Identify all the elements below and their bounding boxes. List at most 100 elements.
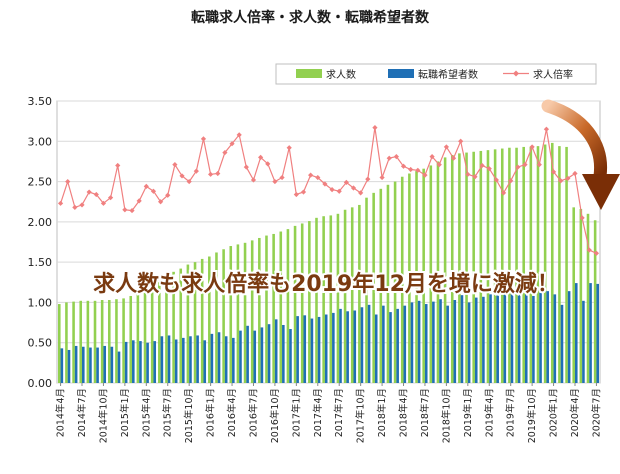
bar-job-openings [565,146,568,383]
bar-job-openings [465,152,468,383]
ratio-point [300,189,307,195]
ratio-point [57,200,64,206]
ratio-point [372,124,378,131]
x-tick-label: 2016年1月 [205,388,217,437]
ratio-point [365,176,371,182]
ratio-point [472,174,478,180]
bar-job-seekers [510,291,514,383]
bar-job-openings [372,192,375,383]
ratio-point [179,173,185,179]
ratio-point [258,154,264,160]
x-tick-label: 2019年1月 [462,388,474,437]
ratio-point [458,138,464,144]
bar-job-openings [158,282,161,383]
y-tick-label: 2.50 [28,176,53,189]
bar-job-seekers [203,340,207,383]
ratio-point [93,191,99,198]
ratio-point [122,207,128,213]
bar-job-openings [65,302,68,383]
bar-job-seekers [196,335,199,383]
x-tick-label: 2020年1月 [548,388,560,437]
bar-job-seekers [174,339,178,383]
bar-job-openings [93,300,97,383]
ratio-point [336,188,342,194]
bar-job-seekers [389,312,392,383]
bar-job-openings [336,213,340,383]
bar-job-seekers [374,314,378,383]
bar-job-seekers [546,291,549,383]
bar-job-openings [150,286,154,383]
bar-job-seekers [367,304,371,383]
x-tick-label: 2018年1月 [376,388,388,437]
ratio-point [343,179,349,185]
bar-job-seekers [553,294,557,383]
bar-job-seekers [582,300,585,383]
bar-job-seekers [146,342,149,383]
bar-job-openings [443,157,447,383]
ratio-point [586,247,592,253]
ratio-point [265,161,271,167]
bar-job-openings [386,184,390,383]
bar-job-openings [258,237,261,383]
bar-job-seekers [239,330,242,383]
bar-job-openings [279,231,283,383]
bar-job-openings [479,150,483,383]
bar-job-seekers [260,327,264,383]
x-tick-label: 2016年10月 [269,388,281,443]
bar-job-openings [322,216,325,383]
bar-job-openings [72,301,75,383]
bar-job-seekers [396,308,399,383]
bar-job-seekers [532,295,535,383]
bar-job-openings [558,146,561,383]
bar-job-openings [450,154,454,383]
ratio-point [572,170,578,177]
bar-job-openings [493,149,497,383]
ratio-point [165,192,171,198]
bar-job-seekers [246,325,249,383]
bar-job-seekers [332,312,335,383]
ratio-point [208,171,214,177]
bar-job-seekers [503,292,507,383]
bar-job-seekers [89,347,92,383]
x-tick-label: 2019年4月 [483,388,495,437]
x-tick-label: 2017年10月 [355,388,367,443]
ratio-point [243,164,249,170]
x-tick-label: 2017年4月 [312,388,324,437]
bar-job-seekers [517,294,521,383]
x-tick-label: 2014年7月 [76,388,88,437]
ratio-point [543,126,550,132]
bar-job-seekers [417,300,421,383]
bar-job-openings [593,220,597,383]
bar-job-openings [379,188,383,383]
bar-job-openings [486,150,490,383]
bar-job-openings [236,244,240,383]
ratio-point [436,162,442,168]
bar-job-seekers [460,295,464,383]
bar-job-openings [272,233,275,383]
legend-swatch [388,69,414,78]
bar-job-openings [529,146,533,383]
bar-job-openings [243,242,247,383]
bar-job-openings [286,229,290,383]
ratio-point [508,178,514,184]
ratio-point [143,183,149,190]
bar-job-openings [343,209,347,383]
ratio-point [579,215,585,221]
bar-job-seekers [382,305,385,383]
bar-job-seekers [410,302,414,383]
ratio-point [536,162,542,168]
ratio-line [57,124,600,256]
bar-job-seekers [589,283,592,383]
bar-job-seekers [224,336,228,383]
bar-job-openings [329,215,333,383]
bar-job-seekers [282,324,285,383]
bar-job-seekers [560,304,564,383]
x-tick-label: 2015年4月 [140,388,152,437]
bar-job-seekers [210,333,214,383]
bar-job-seekers [103,345,107,383]
bar-job-openings [179,268,183,383]
legend-label: 求人倍率 [533,68,573,81]
bar-job-openings [208,256,211,383]
bar-job-openings [579,208,583,383]
bar-job-openings [515,147,518,383]
